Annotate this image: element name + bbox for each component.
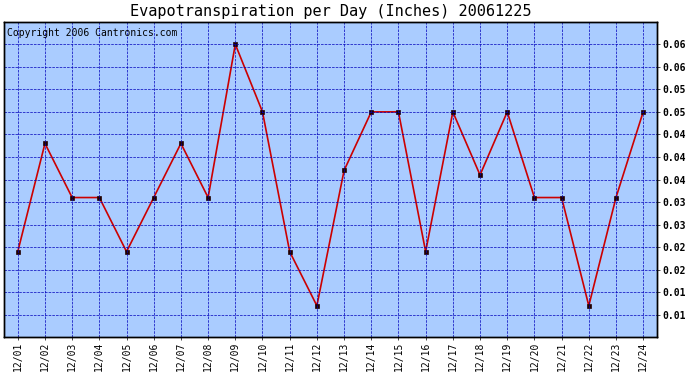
Title: Evapotranspiration per Day (Inches) 20061225: Evapotranspiration per Day (Inches) 2006…	[130, 4, 531, 19]
Text: Copyright 2006 Cantronics.com: Copyright 2006 Cantronics.com	[8, 28, 178, 38]
